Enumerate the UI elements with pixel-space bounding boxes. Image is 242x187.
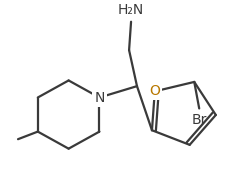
Text: O: O — [149, 84, 160, 98]
Text: H₂N: H₂N — [118, 3, 144, 17]
Text: Br: Br — [191, 113, 207, 127]
Text: N: N — [94, 91, 105, 105]
